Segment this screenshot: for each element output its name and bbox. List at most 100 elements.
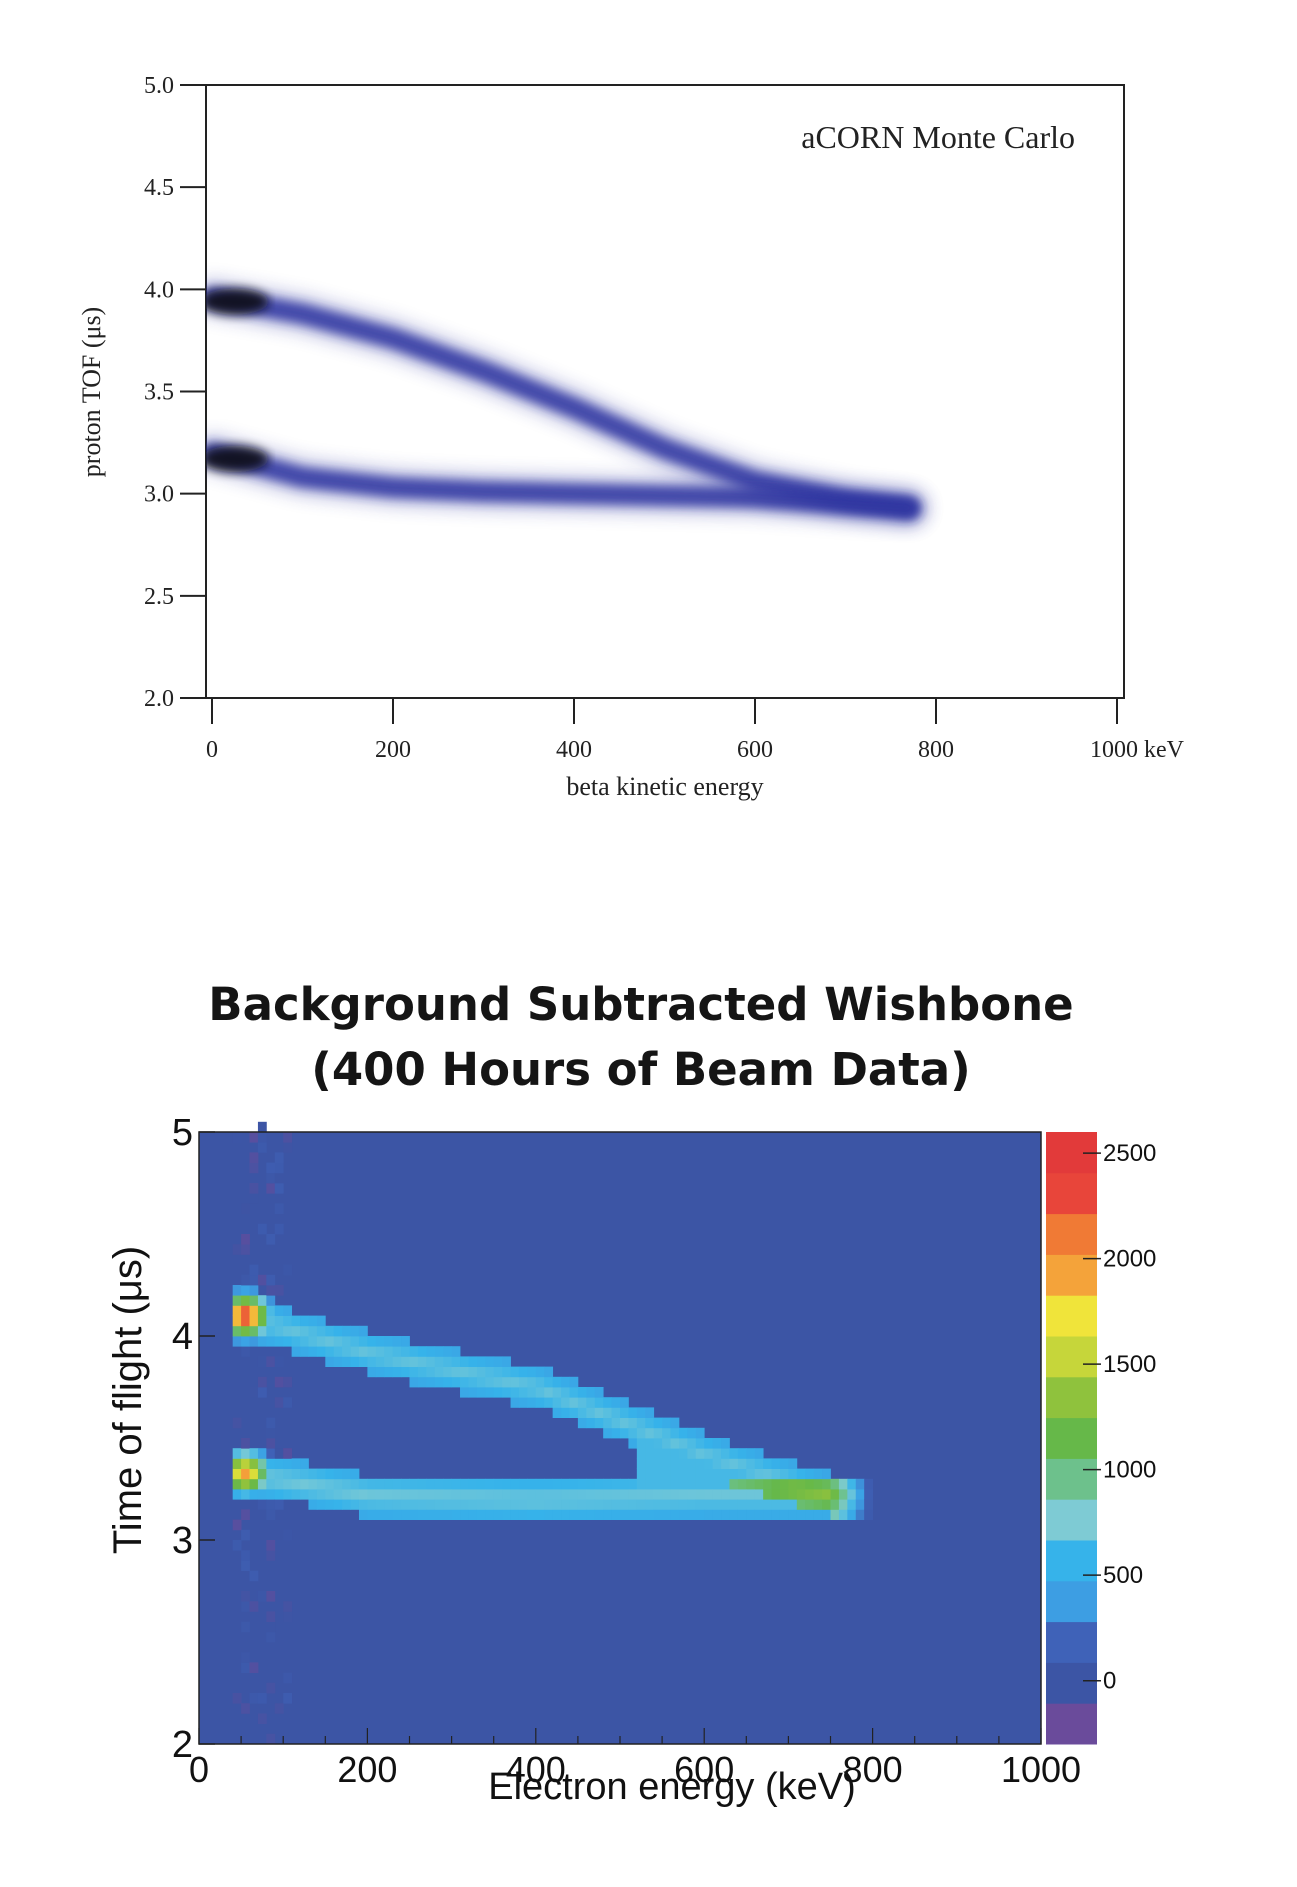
heatmap-cell [283,1693,293,1704]
heatmap-cell [316,1346,326,1357]
heatmap-cell [283,1325,293,1337]
heatmap-cell [350,1499,360,1510]
heatmap-cell [443,1356,452,1367]
heatmap-cell [628,1478,638,1490]
heatmap-cell [771,1468,781,1480]
heatmap-cell [569,1376,579,1388]
heatmap-cell [451,1376,461,1388]
heatmap-cell [569,1489,579,1500]
heatmap-cell [350,1468,360,1480]
heatmap-cell [603,1427,612,1439]
heatmap-cell [754,1478,764,1490]
heatmap-cell [662,1468,671,1480]
heatmap-cell [325,1356,335,1367]
heatmap-cell [409,1478,419,1490]
heatmap-cell [232,1478,242,1490]
heatmap-cell [662,1478,671,1490]
heatmap-cell [460,1366,469,1378]
heatmap-cell [645,1438,655,1449]
heatmap-cell [670,1478,680,1490]
heatmap-cell [241,1285,250,1296]
heatmap-cell [704,1509,714,1520]
heatmap-cell [266,1540,276,1551]
heatmap-cell [333,1499,343,1510]
heatmap-cell [426,1499,436,1510]
heatmap-cell [670,1427,680,1439]
heatmap-cell [645,1427,655,1439]
colorbar-segment [1046,1417,1097,1459]
heatmap-cell [468,1509,478,1520]
heatmap-cell [426,1346,436,1357]
heatmap-cell [737,1509,747,1520]
heatmap-cell [291,1346,301,1357]
heatmap-cell [249,1285,259,1296]
heatmap-cell [241,1438,250,1449]
heatmap-cell [855,1509,865,1520]
heatmap-cell [367,1478,377,1490]
heatmap-cell [241,1315,250,1327]
heatmap-cell [443,1499,452,1510]
heatmap-cell [283,1376,293,1388]
heatmap-cell [653,1509,663,1520]
heatmap-cell [527,1366,537,1378]
heatmap-cell [552,1478,562,1490]
heatmap-cell [367,1356,377,1367]
heatmap-cell [316,1336,326,1347]
heatmap-cell [333,1489,343,1500]
heatmap-cell [822,1468,831,1480]
x-tick-label: 200 [337,1749,397,1790]
heatmap-cell [308,1325,318,1337]
x-tick-label: 0 [206,737,218,763]
heatmap-cell [249,1315,259,1327]
heatmap-cell [594,1407,604,1418]
heatmap-cell [586,1478,596,1490]
heatmap-cell [535,1489,545,1500]
heatmap-cell [249,1468,259,1480]
heatmap-cell [611,1417,621,1429]
heatmap-cell [283,1264,293,1276]
heatmap-cell [485,1366,495,1378]
heatmap-cell [417,1346,427,1357]
heatmap-cell [241,1244,250,1255]
heatmap-cell [249,1489,259,1500]
heatmap-cell [257,1336,267,1347]
heatmap-cell [645,1468,655,1480]
heatmap-cell [662,1458,671,1469]
heatmap-cell [645,1509,655,1520]
heatmap-cell [291,1478,301,1490]
heatmap-cell [451,1366,461,1378]
heatmap-cell [384,1489,394,1500]
heatmap-cell [308,1499,318,1510]
heatmap-cell [266,1315,276,1327]
heatmap-cell [367,1499,377,1510]
heatmap-cell [796,1468,806,1480]
heatmap-cell [695,1499,705,1510]
heatmap-cell [325,1489,335,1500]
heatmap-cell [805,1468,815,1480]
plot-frame [205,84,1125,699]
heatmap-cell [257,1223,267,1235]
heatmap-cell [779,1478,789,1490]
heatmap-cell [266,1417,276,1429]
heatmap-cell [662,1448,671,1459]
heatmap-cell [552,1499,562,1510]
heatmap-cell [636,1478,646,1490]
heatmap-cell [670,1468,680,1480]
heatmap-cell [737,1468,747,1480]
heatmap-cell [232,1448,242,1459]
heatmap-cell [367,1336,377,1347]
heatmap-cell [283,1448,293,1459]
heatmap-cell [451,1346,461,1357]
heatmap-cell [670,1499,680,1510]
heatmap-cell [241,1458,250,1469]
heatmap-cell [544,1509,554,1520]
heatmap-cell [729,1458,739,1469]
heatmap-cell [274,1703,284,1714]
band-peak [206,288,269,315]
heatmap-cell [283,1458,293,1469]
heatmap-cell [325,1346,335,1357]
heatmap-cell [325,1478,335,1490]
heatmap-cell [687,1509,697,1520]
heatmap-cell [594,1387,604,1398]
heatmap-cell [805,1489,815,1500]
